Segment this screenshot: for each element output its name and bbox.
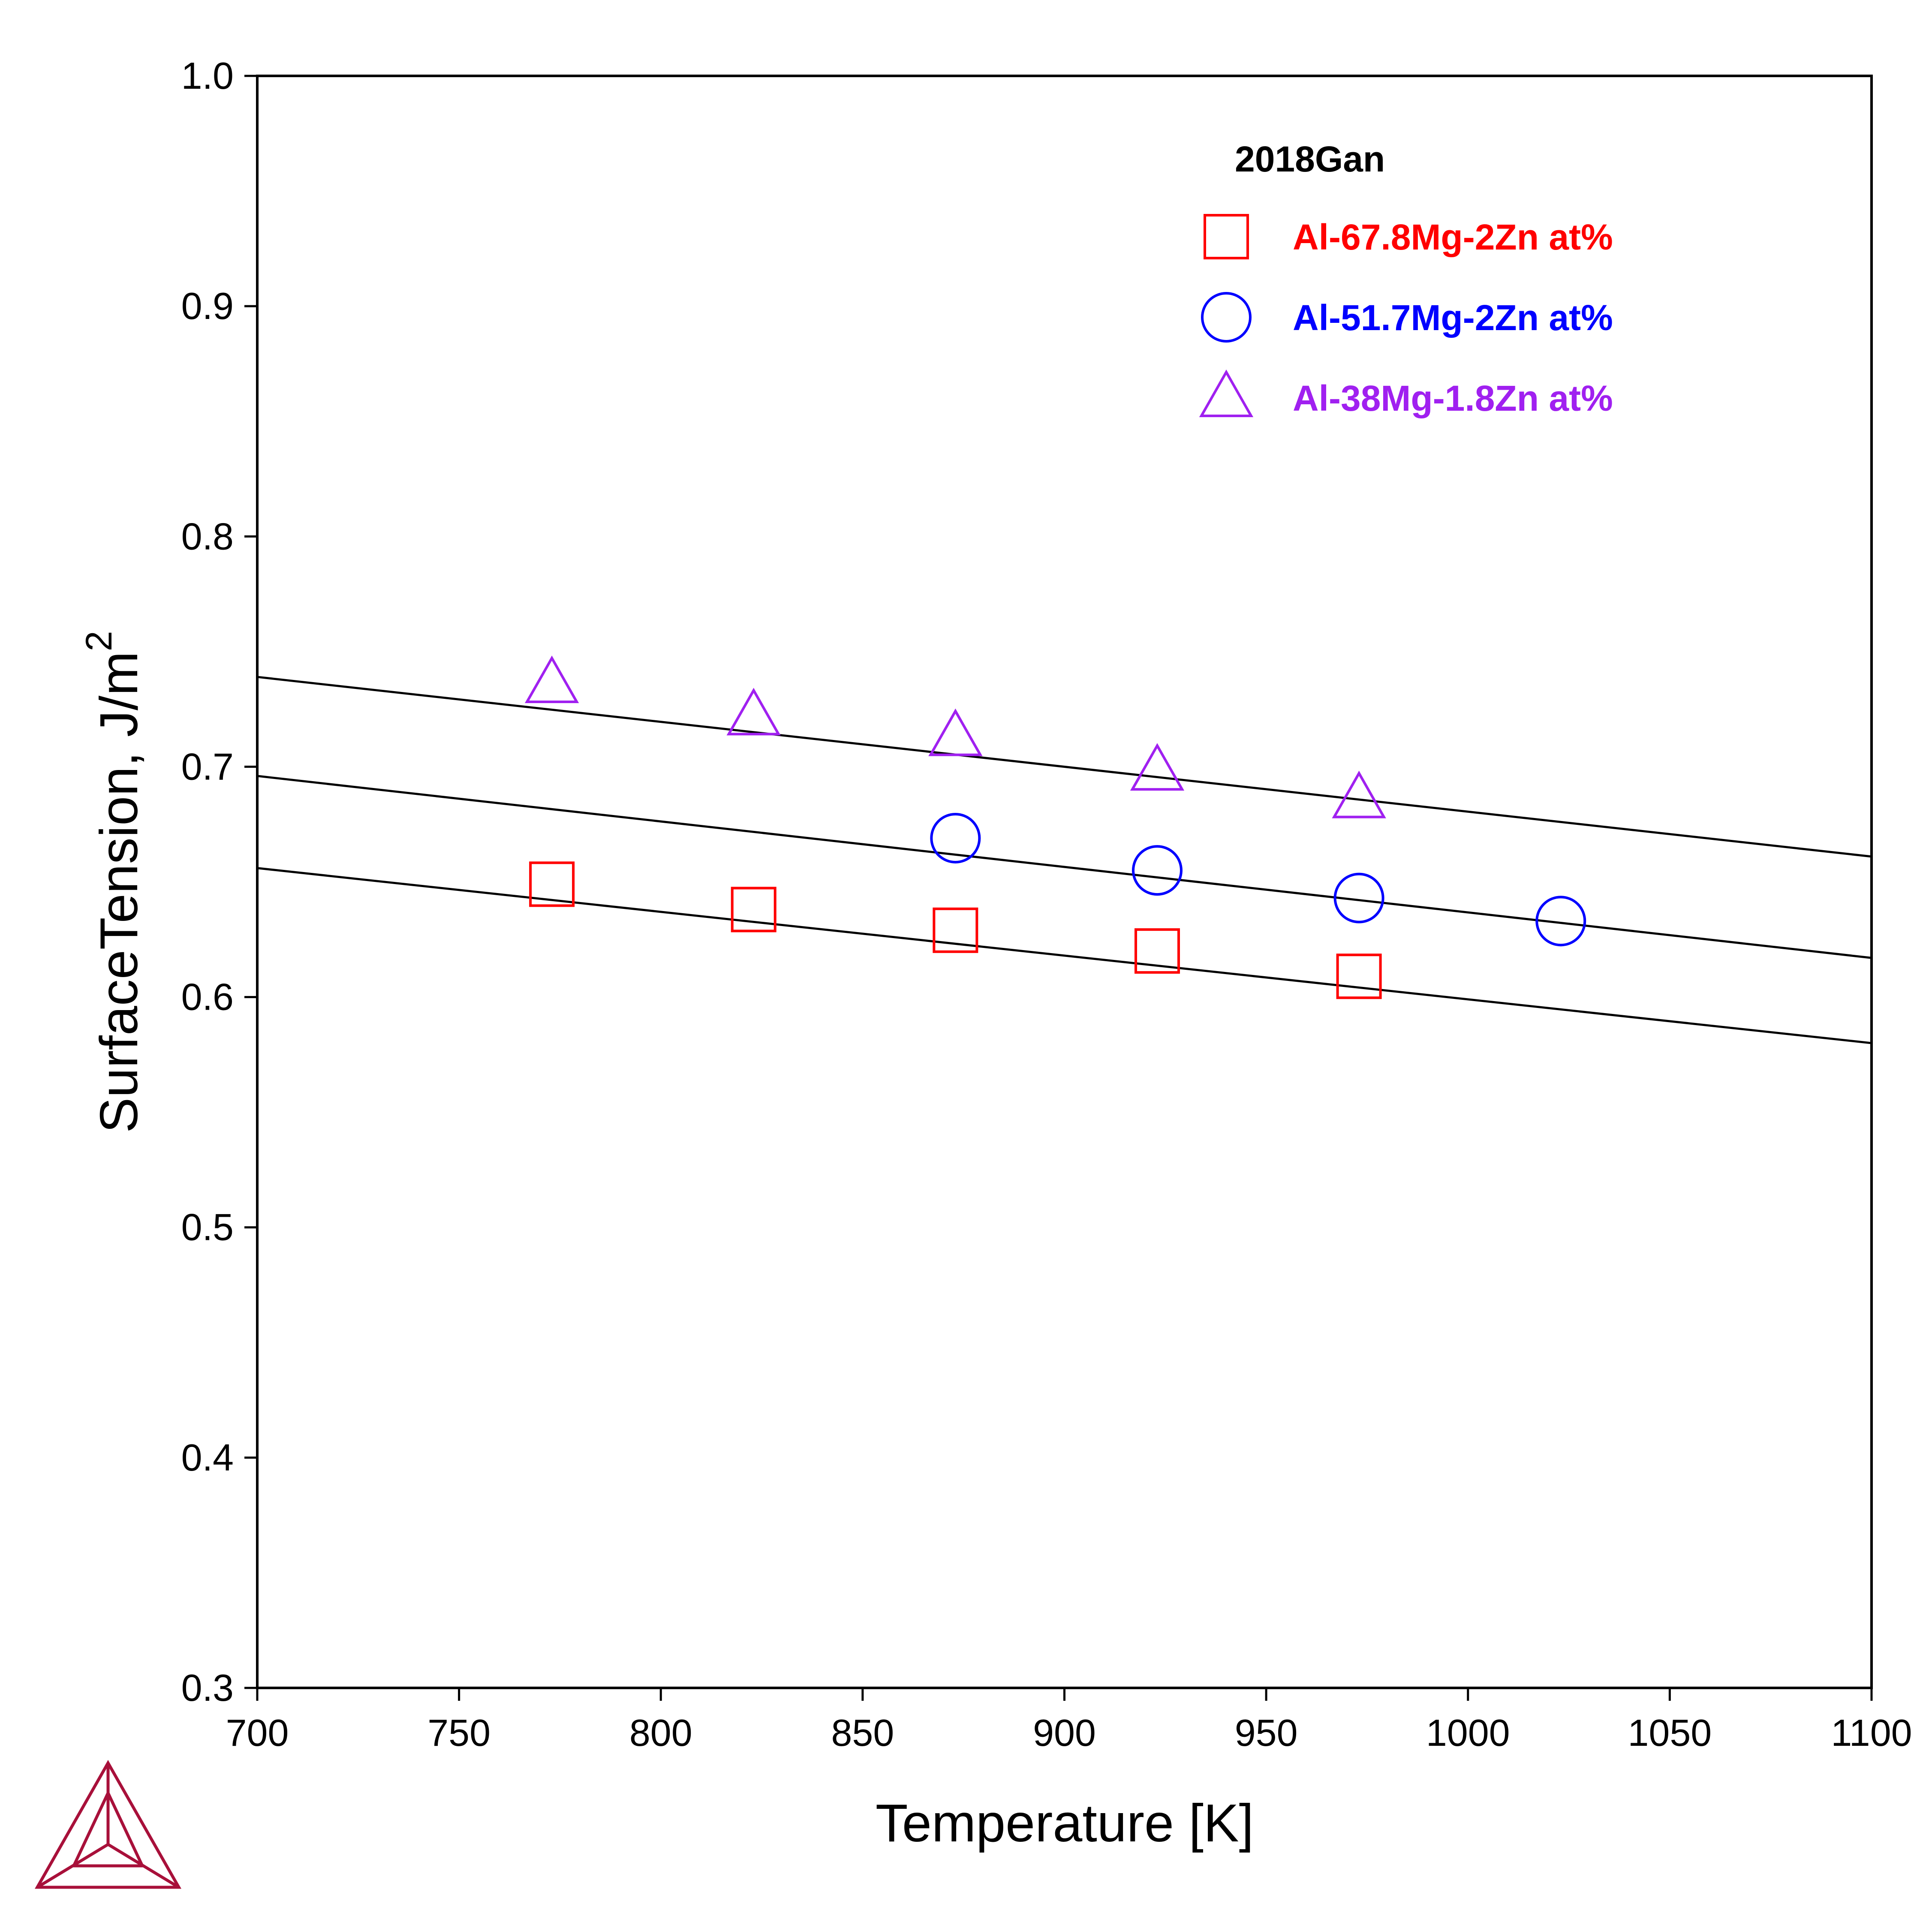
x-tick-label: 800 [629,1711,692,1754]
data-point-circle [1333,872,1384,923]
data-point-circle [1132,845,1183,896]
y-tick-label: 0.9 [181,285,234,327]
data-point-circle [930,812,981,863]
y-tick-label: 0.8 [181,515,234,557]
fit-lines [257,676,1872,1044]
y-axis-title-unit: m [90,651,149,695]
legend-label: Al-38Mg-1.8Zn at% [1293,378,1613,418]
thermo-calc-logo [34,1760,182,1889]
x-tick-label: 700 [226,1711,289,1754]
x-axis-ticks: 700 750 800 850 900 950 1000 1050 1100 [226,1688,1912,1754]
x-tick-label: 900 [1033,1711,1096,1754]
legend: 2018Gan Al-67.8Mg-2Zn at% Al-51.7Mg-2Zn a… [1199,139,1613,418]
y-tick-label: 0.3 [181,1666,234,1709]
fit-line-2 [257,775,1872,959]
legend-marker-circle [1201,292,1252,343]
y-axis-title-exponent: 2 [78,631,120,651]
x-tick-label: 750 [427,1711,491,1754]
y-axis-ticks: 0.3 0.4 0.5 0.6 0.7 0.8 0.9 1.0 [181,54,257,1709]
legend-marker-square [1204,214,1249,259]
data-point-triangle [1332,770,1386,818]
data-point-triangle [928,708,983,756]
y-axis-title-main: SurfaceTension, J/ [90,695,149,1133]
legend-label: Al-67.8Mg-2Zn at% [1293,217,1613,257]
x-tick-label: 1100 [1831,1711,1912,1754]
y-axis-title: SurfaceTension, J/m2 [78,631,149,1133]
y-tick-label: 0.5 [181,1206,234,1248]
y-tick-label: 0.6 [181,976,234,1018]
x-tick-label: 1000 [1426,1711,1510,1754]
data-point-square [1134,928,1180,974]
data-point-square [529,861,575,907]
legend-title: 2018Gan [1235,139,1385,179]
data-point-square [933,907,978,953]
data-point-triangle [1130,743,1185,791]
data-point-square [1336,953,1382,999]
y-tick-label: 0.7 [181,745,234,788]
data-points [524,655,1586,999]
data-point-triangle [524,655,579,704]
data-point-square [731,887,776,932]
legend-label: Al-51.7Mg-2Zn at% [1293,298,1613,338]
x-tick-label: 1050 [1628,1711,1712,1754]
data-point-triangle [726,688,781,736]
y-tick-label: 0.4 [181,1436,234,1479]
svg-text:SurfaceTension, J/m2: SurfaceTension, J/m2 [78,631,149,1133]
legend-marker-triangle [1199,369,1254,417]
data-point-circle [1535,896,1586,947]
x-tick-label: 950 [1235,1711,1298,1754]
x-tick-label: 850 [831,1711,894,1754]
x-axis-title: Temperature [K] [876,1794,1254,1853]
plot-frame [256,75,1873,1689]
fit-line-3 [257,867,1872,1044]
fit-line-1 [257,676,1872,858]
y-tick-label: 1.0 [181,54,234,97]
